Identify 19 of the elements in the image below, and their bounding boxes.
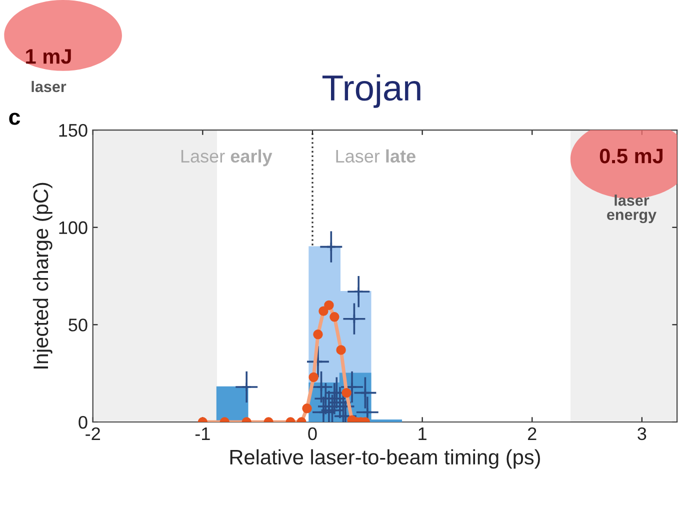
annotation: Laser early: [181, 149, 272, 166]
text: 1 mJ: [26, 49, 71, 64]
x-tick-label: 1: [418, 428, 426, 440]
annotation: Laser late: [336, 149, 416, 163]
x-axis-title: Relative laser-to-beam timing (ps): [230, 449, 540, 469]
x-tick-label: -2: [86, 427, 100, 440]
x-tick-label: 3: [638, 427, 646, 440]
annotation: 0.5 mJ: [600, 148, 662, 164]
y-tick-label: 100: [59, 221, 88, 234]
x-tick-label: -1: [195, 428, 210, 440]
x-tick-label: 2: [528, 427, 536, 440]
x-tick-label: 0: [308, 427, 317, 440]
y-tick-label: 150: [59, 124, 88, 137]
y-tick-label: 0: [78, 416, 88, 429]
chart-title: Trojan: [322, 74, 420, 108]
y-axis-title: Injected charge (pC): [32, 182, 52, 368]
y-tick-label: 50: [68, 318, 88, 332]
text: laser: [32, 80, 66, 92]
text: c: [9, 112, 20, 125]
